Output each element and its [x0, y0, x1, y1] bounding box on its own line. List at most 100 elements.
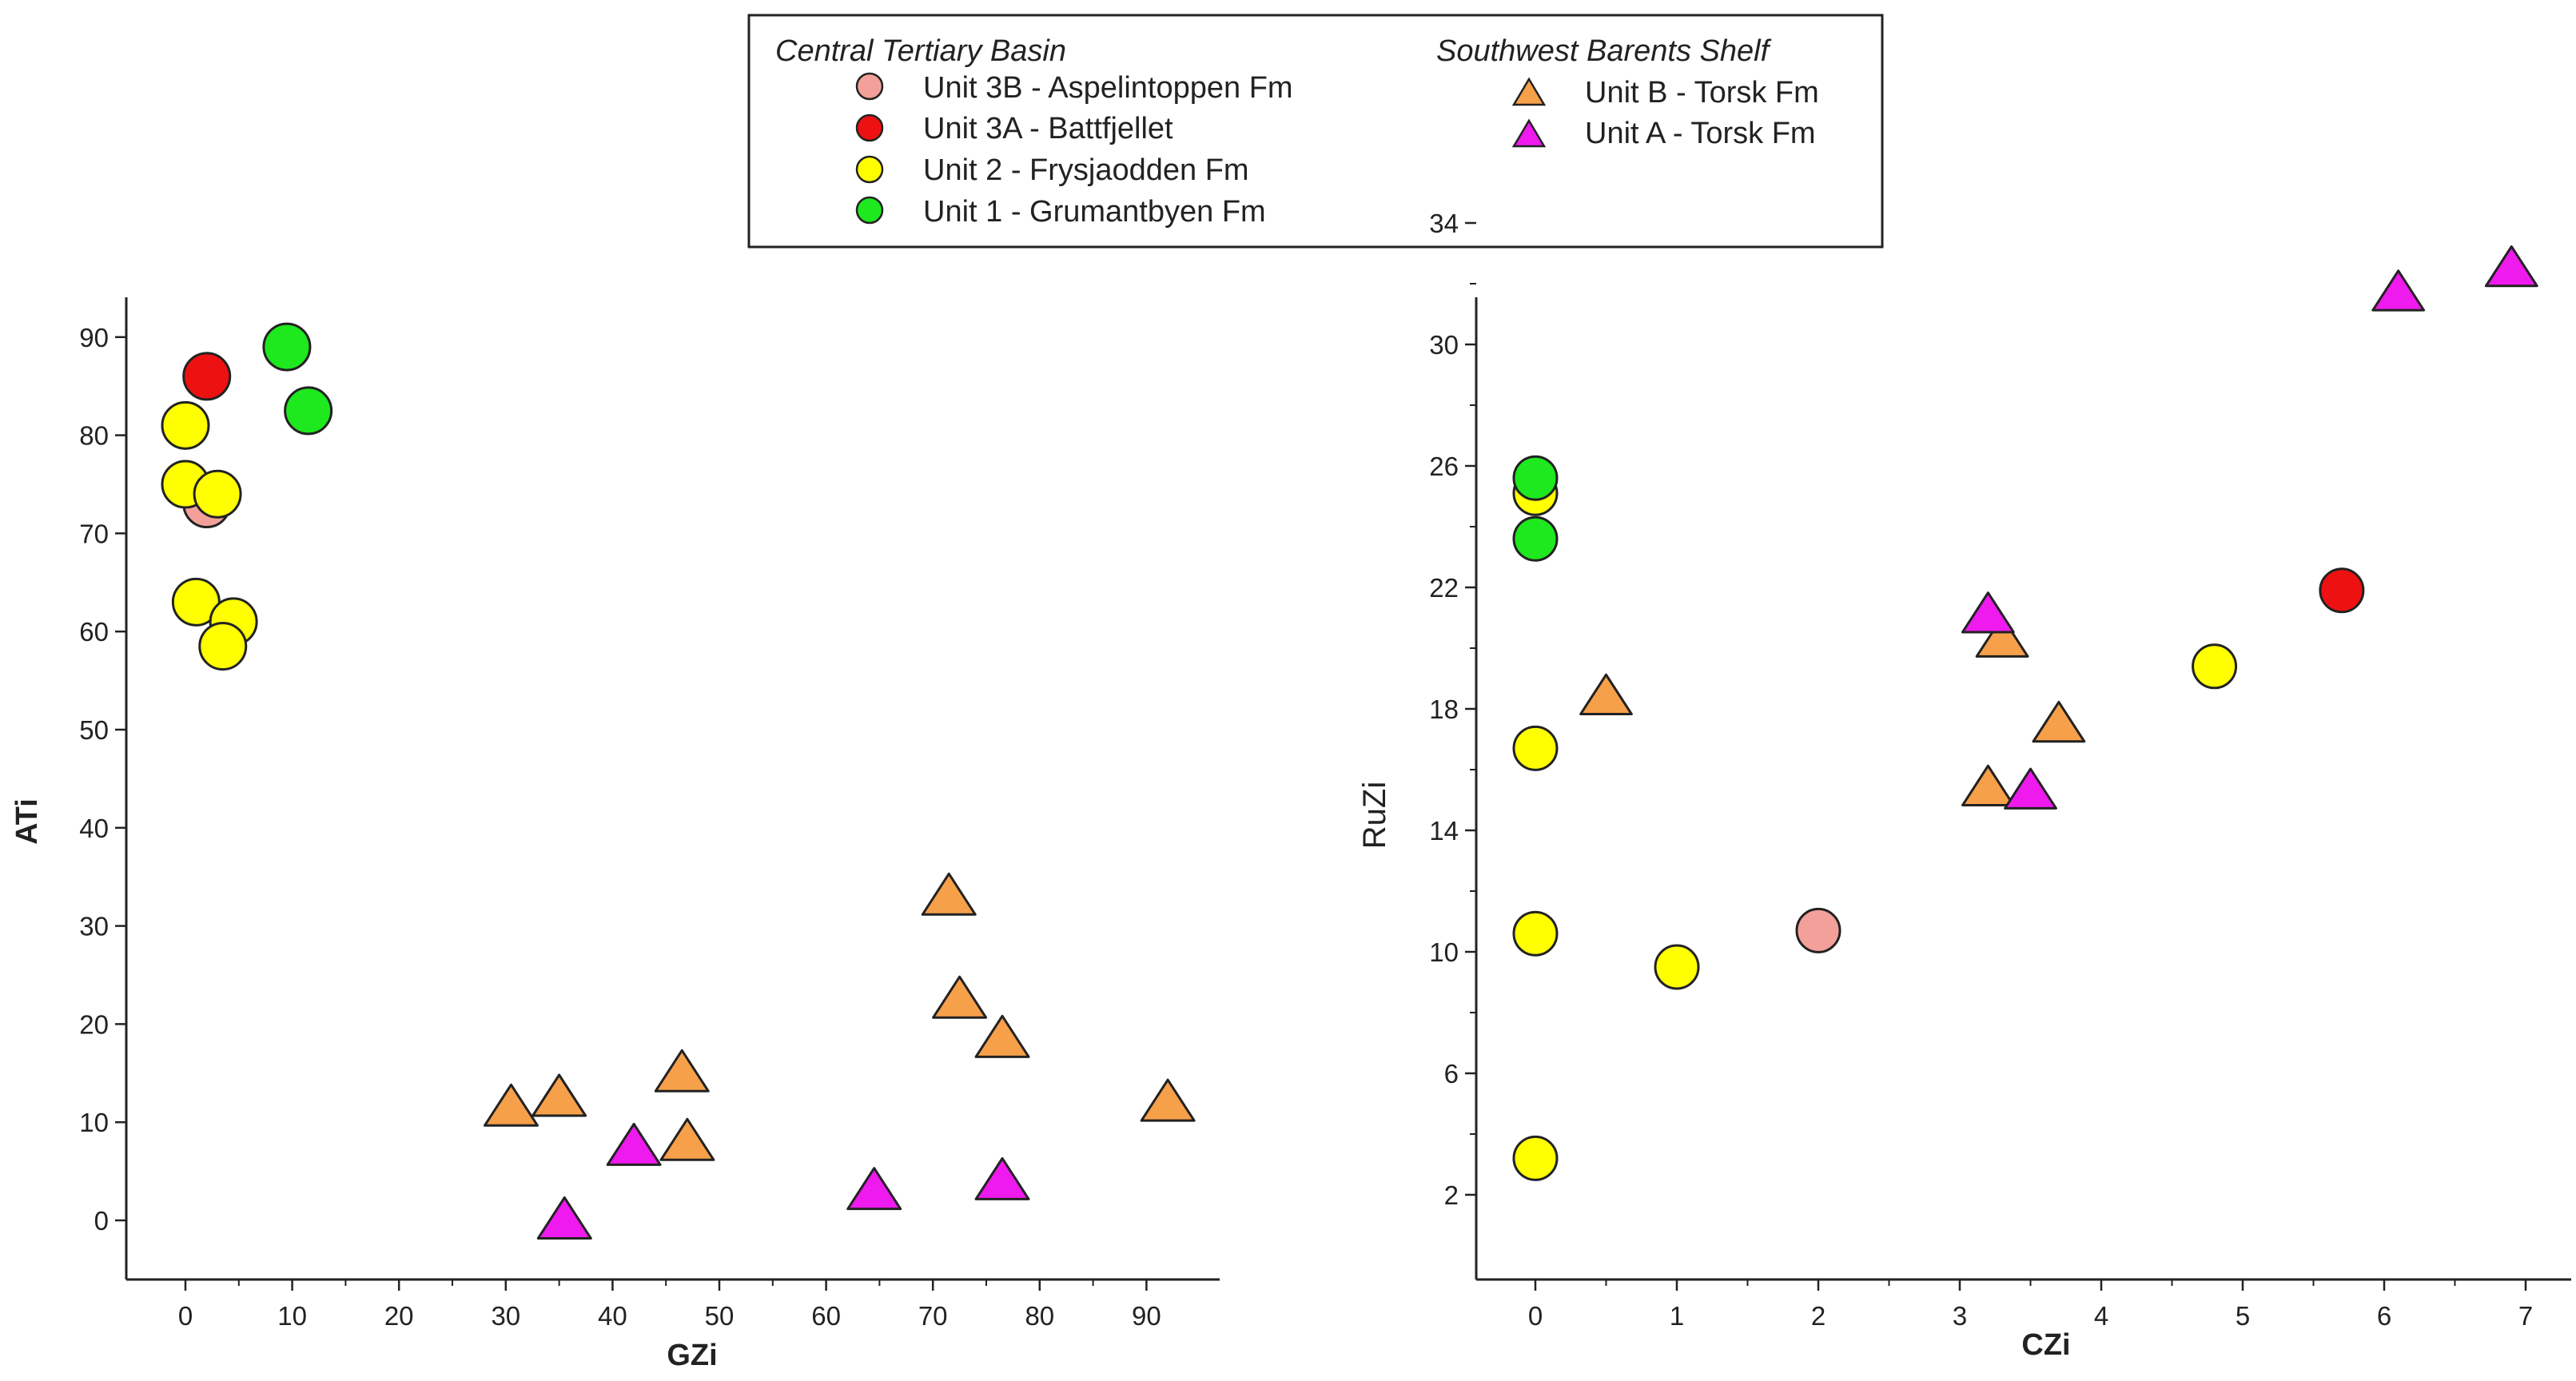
data-point-unitB: [974, 1014, 1030, 1058]
data-point-unitB: [921, 872, 977, 916]
legend-entry: Unit 2 - Frysjaodden Fm: [855, 153, 1249, 187]
data-point-unitB: [1975, 615, 2029, 658]
legend-marker-unit1: [855, 196, 884, 225]
x-tick-label: 0: [1528, 1301, 1543, 1331]
data-point-unit2: [1512, 1135, 1559, 1181]
data-point-unitA: [2371, 269, 2426, 312]
legend-marker-unit3a: [855, 113, 884, 142]
legend-label: Unit B - Torsk Fm: [1585, 76, 1819, 109]
data-point-unitA: [846, 1167, 902, 1211]
x-tick-label: 6: [2377, 1301, 2391, 1331]
x-tick-label: 5: [2236, 1301, 2250, 1331]
y-tick-label: 0: [94, 1206, 109, 1236]
y-tick-label: 20: [79, 1009, 109, 1039]
data-point-unitB: [1579, 673, 1633, 716]
y-tick-label: 34: [1429, 209, 1459, 238]
data-point-unitB: [532, 1073, 587, 1117]
data-point-unitB: [659, 1117, 715, 1161]
y-tick-label: 70: [79, 519, 109, 548]
data-point-unit2: [2192, 643, 2238, 690]
legend-label: Unit A - Torsk Fm: [1585, 117, 1816, 150]
points-czi-ruzi: [1512, 245, 2538, 1181]
data-point-unit2: [1654, 944, 1700, 990]
x-axis-label: CZi: [2021, 1328, 2070, 1362]
x-axis-label: GZi: [667, 1339, 717, 1372]
legend-group-title: Southwest Barents Shelf: [1436, 34, 1772, 68]
legend-entry: Unit 3A - Battfjellet: [855, 112, 1173, 145]
data-point-unitA: [974, 1156, 1030, 1200]
data-point-unit1: [262, 322, 312, 372]
data-point-unitA: [1961, 591, 2015, 634]
x-tick-label: 3: [1953, 1301, 1967, 1331]
legend-marker-unit2: [855, 155, 884, 184]
data-point-unit2: [198, 622, 248, 671]
data-point-unitB: [932, 975, 988, 1019]
data-point-unit3a: [2319, 567, 2365, 614]
legend-label: Unit 1 - Grumantbyen Fm: [923, 195, 1266, 229]
legend-group-title: Central Tertiary Basin: [775, 34, 1066, 68]
x-tick-label: 0: [178, 1301, 193, 1331]
x-tick-label: 20: [384, 1301, 414, 1331]
y-tick-label: 30: [1429, 330, 1459, 360]
x-tick-label: 60: [811, 1301, 841, 1331]
ticks-gzi-ati: 0 10 20 30 40 50 60 70 80 90 0 10 20 30 40 50 60 70 80 90: [79, 323, 1161, 1331]
x-tick-label: 80: [1025, 1301, 1054, 1331]
legend-entry: Unit 1 - Grumantbyen Fm: [855, 195, 1266, 229]
x-tick-label: 90: [1132, 1301, 1161, 1331]
y-tick-label: 10: [79, 1108, 109, 1137]
legend-entry: Unit 3B - Aspelintoppen Fm: [855, 71, 1293, 105]
data-point-unitB: [2032, 700, 2086, 743]
data-point-unitA: [2484, 245, 2538, 288]
x-tick-label: 2: [1811, 1301, 1825, 1331]
y-tick-label: 10: [1429, 937, 1459, 967]
y-tick-label: 40: [79, 814, 109, 843]
data-point-unit3a: [182, 352, 232, 401]
y-tick-label: 80: [79, 421, 109, 451]
y-tick-label: 2: [1444, 1180, 1459, 1210]
legend-label: Unit 2 - Frysjaodden Fm: [923, 153, 1249, 187]
y-axis-label: ATi: [10, 798, 44, 845]
data-point-unitB: [1140, 1078, 1196, 1122]
data-point-unitB: [1961, 764, 2015, 807]
legend-box: [747, 14, 1884, 249]
chart-gzi-ati: 0 10 20 30 40 50 60 70 80 90 0 10 20 30 40 50 60 70 80 90 G…: [10, 297, 1220, 1372]
y-tick-label: 90: [79, 323, 109, 352]
data-point-unit2: [161, 400, 210, 450]
x-tick-label: 1: [1670, 1301, 1684, 1331]
data-point-unitA: [536, 1196, 592, 1240]
x-tick-label: 10: [277, 1301, 307, 1331]
legend-marker-unit3b: [855, 72, 884, 101]
data-point-unit2: [1512, 725, 1559, 771]
legend-entry: Unit B - Torsk Fm: [1511, 76, 1819, 109]
data-point-unitB: [483, 1083, 539, 1127]
y-tick-label: 14: [1429, 816, 1459, 846]
legend-marker-unitB: [1511, 77, 1547, 106]
legend-entry: Unit A - Torsk Fm: [1511, 117, 1816, 150]
legend: Central Tertiary Basin Unit 3B - Aspelin…: [747, 14, 1884, 249]
data-point-unitA: [2004, 767, 2057, 810]
y-tick-label: 26: [1429, 452, 1459, 481]
y-tick-label: 50: [79, 715, 109, 745]
data-point-unitB: [654, 1049, 710, 1092]
x-tick-label: 30: [491, 1301, 520, 1331]
data-point-unit1: [284, 386, 333, 436]
y-axis-label: RuZi: [1357, 782, 1392, 849]
y-tick-label: 22: [1429, 573, 1459, 603]
y-tick-label: 30: [79, 912, 109, 941]
x-tick-label: 4: [2094, 1301, 2108, 1331]
data-point-unitA: [606, 1122, 662, 1166]
legend-label: Unit 3A - Battfjellet: [923, 112, 1173, 145]
data-point-unit2: [1512, 910, 1559, 957]
points-gzi-ati: [161, 322, 1196, 1240]
x-tick-label: 40: [598, 1301, 627, 1331]
x-tick-label: 50: [705, 1301, 735, 1331]
y-tick-label: 60: [79, 617, 109, 647]
y-tick-label: 6: [1444, 1059, 1459, 1088]
data-point-unit3b: [1795, 907, 1841, 953]
legend-label: Unit 3B - Aspelintoppen Fm: [923, 71, 1293, 105]
axes-gzi-ati: [125, 297, 1220, 1281]
x-tick-label: 70: [918, 1301, 948, 1331]
x-tick-label: 7: [2518, 1301, 2533, 1331]
